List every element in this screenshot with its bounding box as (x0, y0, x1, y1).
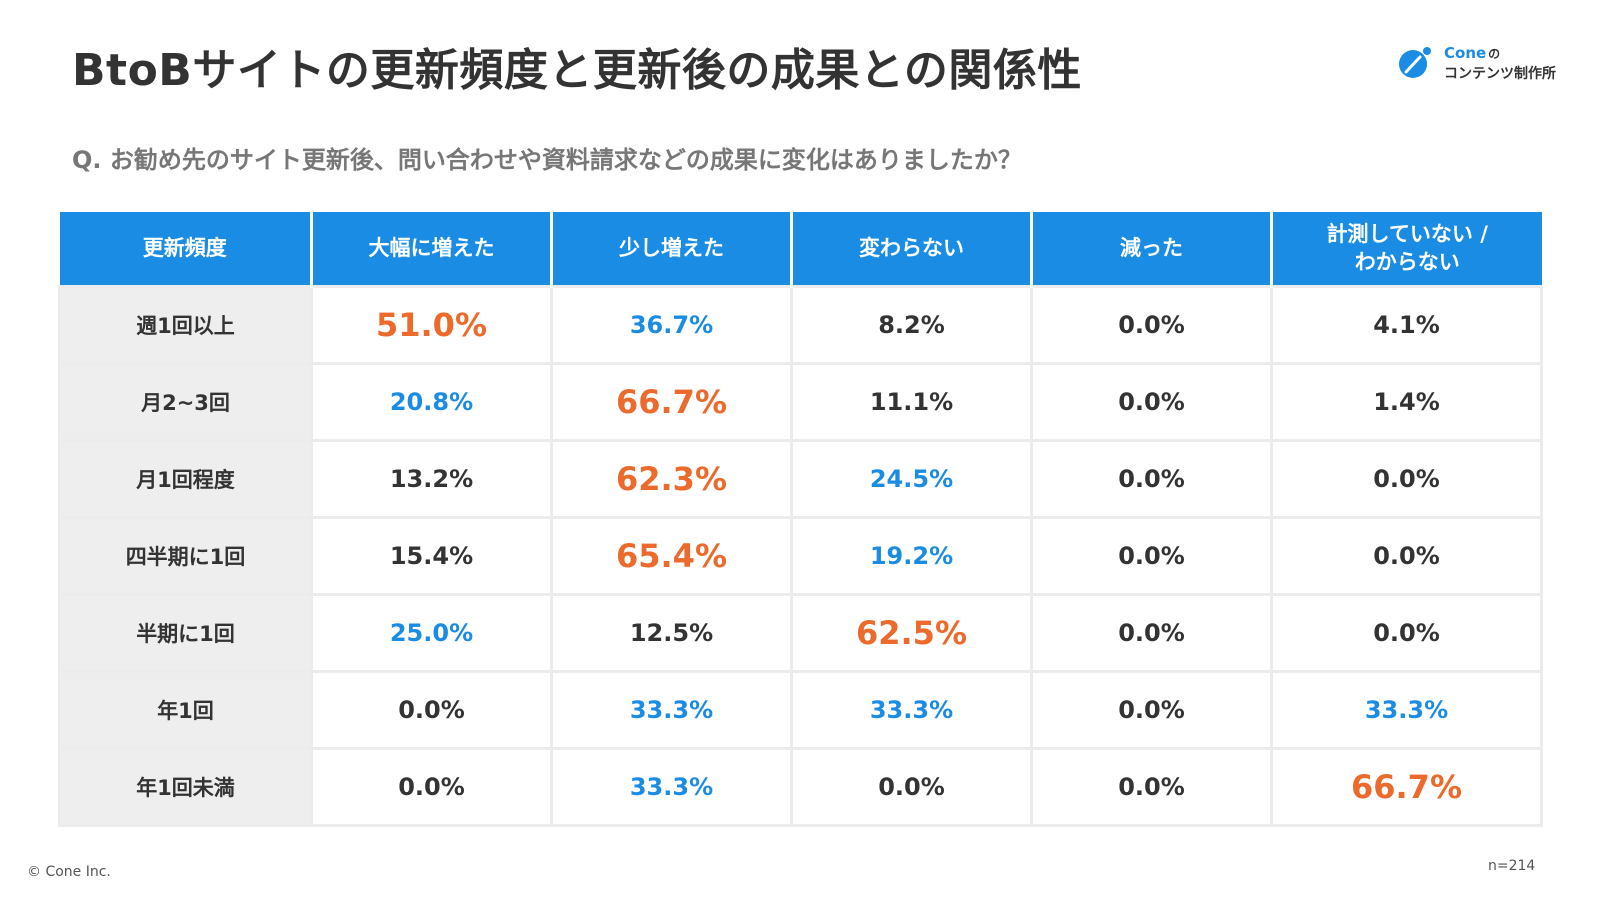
table-row: 半期に1回 25.0% 12.5% 62.5% 0.0% 0.0% (58, 593, 1543, 673)
table-row: 週1回以上 51.0% 36.7% 8.2% 0.0% 4.1% (58, 285, 1543, 365)
table-cell-value: 62.3% (550, 439, 793, 519)
table-cell-value: 36.7% (550, 285, 793, 365)
column-header: 大幅に増えた (310, 209, 553, 287)
brand-logo: Cone の コンテンツ制作所 (1398, 44, 1578, 84)
table-cell-value: 33.3% (550, 670, 793, 750)
table-cell-value: 0.0% (1030, 439, 1273, 519)
sample-size-label: n=214 (1488, 858, 1536, 874)
table-cell-value: 12.5% (550, 593, 793, 673)
table-cell-value: 0.0% (790, 747, 1033, 827)
table-cell-value: 0.0% (1270, 439, 1543, 519)
table-cell-value: 65.4% (550, 516, 793, 596)
table-cell-value: 51.0% (310, 285, 553, 365)
table-cell-value: 15.4% (310, 516, 553, 596)
table-row: 月2~3回 20.8% 66.7% 11.1% 0.0% 1.4% (58, 362, 1543, 442)
table-cell-value: 0.0% (1030, 670, 1273, 750)
table-cell-value: 19.2% (790, 516, 1033, 596)
table-cell-value: 33.3% (550, 747, 793, 827)
row-label: 年1回未満 (58, 747, 313, 827)
table-cell-value: 62.5% (790, 593, 1033, 673)
row-label: 月1回程度 (58, 439, 313, 519)
table-cell-value: 0.0% (1030, 362, 1273, 442)
row-label: 年1回 (58, 670, 313, 750)
table-cell-value: 11.1% (790, 362, 1033, 442)
table-cell-value: 4.1% (1270, 285, 1543, 365)
table-cell-value: 0.0% (1030, 285, 1273, 365)
table-cell-value: 0.0% (1030, 593, 1273, 673)
table-cell-value: 0.0% (310, 747, 553, 827)
table-cell-value: 33.3% (1270, 670, 1543, 750)
table-row: 月1回程度 13.2% 62.3% 24.5% 0.0% 0.0% (58, 439, 1543, 519)
table-cell-value: 20.8% (310, 362, 553, 442)
survey-question: Q. お勧め先のサイト更新後、問い合わせや資料請求などの成果に変化はありましたか… (72, 146, 1022, 174)
table-cell-value: 66.7% (1270, 747, 1543, 827)
column-header: 減った (1030, 209, 1273, 287)
logo-subtitle: コンテンツ制作所 (1444, 66, 1556, 82)
results-table: 更新頻度 大幅に増えた 少し増えた 変わらない 減った 計測していない / わか… (58, 209, 1543, 827)
table-cell-value: 33.3% (790, 670, 1033, 750)
table-cell-value: 0.0% (1270, 593, 1543, 673)
table-row: 四半期に1回 15.4% 65.4% 19.2% 0.0% 0.0% (58, 516, 1543, 596)
table-cell-value: 24.5% (790, 439, 1033, 519)
table-cell-value: 1.4% (1270, 362, 1543, 442)
column-header: 計測していない / わからない (1270, 209, 1542, 287)
table-body: 週1回以上 51.0% 36.7% 8.2% 0.0% 4.1% 月2~3回 20.8% 66.… (58, 285, 1543, 827)
column-header: 変わらない (790, 209, 1033, 287)
copyright-text: © Cone Inc. (27, 864, 111, 880)
column-header: 少し増えた (550, 209, 793, 287)
table-row: 年1回 0.0% 33.3% 33.3% 0.0% 33.3% (58, 670, 1543, 750)
table-cell-value: 0.0% (310, 670, 553, 750)
row-label: 月2~3回 (58, 362, 313, 442)
cone-logo-icon (1399, 47, 1431, 78)
page-title: BtoBサイトの更新頻度と更新後の成果との関係性 (72, 45, 1082, 96)
table-cell-value: 0.0% (1270, 516, 1543, 596)
table-cell-value: 0.0% (1030, 516, 1273, 596)
table-header-row: 更新頻度 大幅に増えた 少し増えた 変わらない 減った 計測していない / わか… (59, 209, 1542, 287)
table-row: 年1回未満 0.0% 33.3% 0.0% 0.0% 66.7% (58, 747, 1543, 827)
table-cell-value: 66.7% (550, 362, 793, 442)
row-label: 半期に1回 (58, 593, 313, 673)
table-cell-value: 0.0% (1030, 747, 1273, 827)
table-cell-value: 25.0% (310, 593, 553, 673)
column-header: 更新頻度 (59, 209, 313, 287)
table-cell-value: 8.2% (790, 285, 1033, 365)
row-label: 週1回以上 (58, 285, 313, 365)
row-label: 四半期に1回 (58, 516, 313, 596)
logo-brand-text: Cone の (1444, 44, 1501, 62)
table-cell-value: 13.2% (310, 439, 553, 519)
